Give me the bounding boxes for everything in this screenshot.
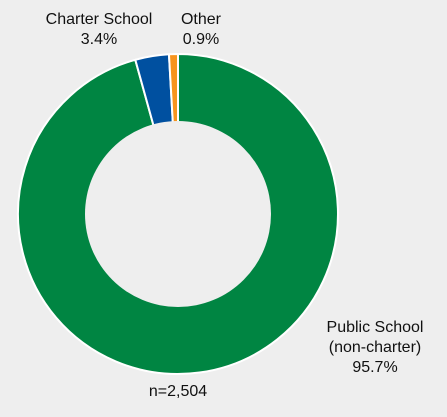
charter-school-label: Charter School <box>45 11 153 28</box>
slice-label-other: Other 0.9% <box>170 10 232 50</box>
other-percent: 0.9% <box>182 31 220 48</box>
public-school-sublabel: (non-charter) <box>328 339 422 356</box>
charter-school-percent: 3.4% <box>80 31 118 48</box>
public-school-label: Public School <box>326 319 424 336</box>
donut-hole <box>85 121 271 307</box>
slice-label-charter-school: Charter School 3.4% <box>32 10 166 50</box>
other-label: Other <box>180 11 221 28</box>
slice-label-public-school: Public School (non-charter) 95.7% <box>310 318 440 378</box>
public-school-percent: 95.7% <box>352 359 398 376</box>
sample-size-note: n=2,504 <box>148 383 208 400</box>
